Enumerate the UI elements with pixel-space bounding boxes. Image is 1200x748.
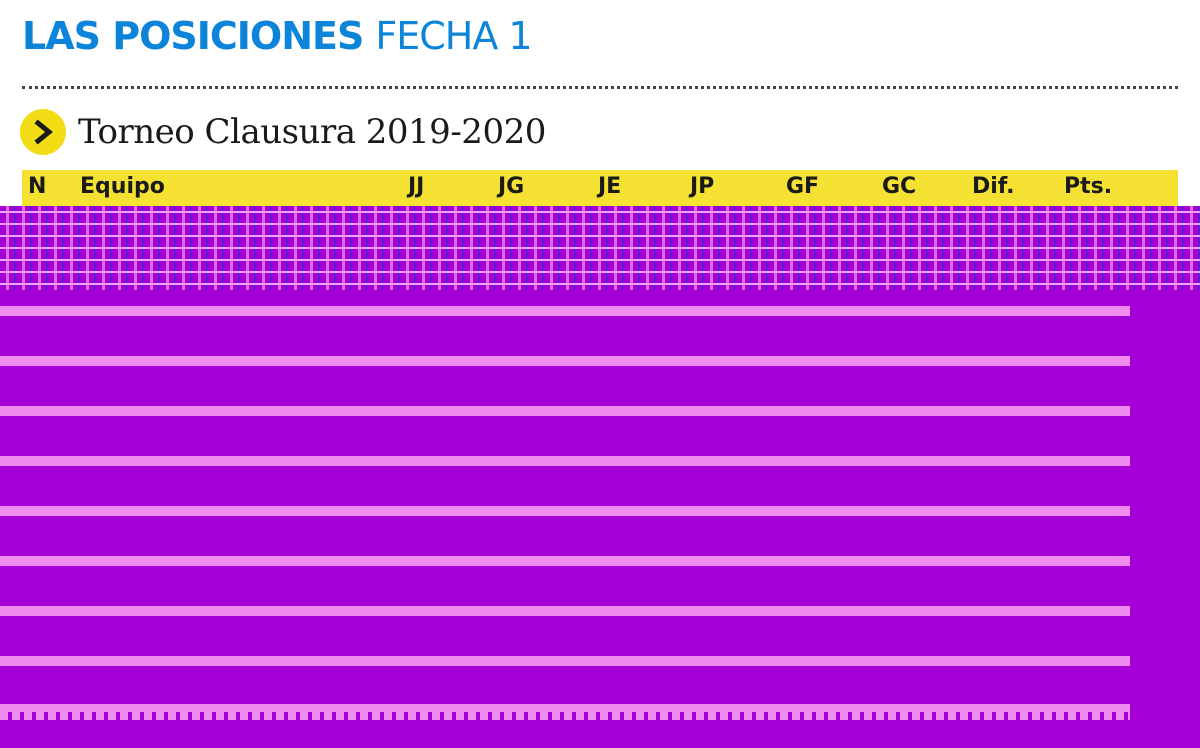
row-separator bbox=[0, 456, 1130, 466]
column-header-dif: Dif. bbox=[972, 174, 1015, 199]
table-row bbox=[0, 566, 1130, 608]
page-subtitle: FECHA 1 bbox=[375, 14, 532, 58]
column-header-je: JE bbox=[598, 174, 622, 199]
row-separator bbox=[0, 556, 1130, 566]
row-separator bbox=[0, 356, 1130, 366]
right-edge-block bbox=[1130, 290, 1200, 748]
tournament-heading: Torneo Clausura 2019-2020 bbox=[20, 108, 546, 156]
bottom-noise-strip bbox=[0, 712, 1130, 720]
dotted-divider bbox=[22, 86, 1178, 89]
row-separator bbox=[0, 306, 1130, 316]
row-separator bbox=[0, 656, 1130, 666]
column-header-jj: JJ bbox=[408, 174, 425, 199]
row-separator bbox=[0, 704, 1130, 714]
corrupted-noise-lines bbox=[0, 206, 1200, 290]
table-row bbox=[0, 616, 1130, 658]
column-header-jg: JG bbox=[498, 174, 525, 199]
standings-table: N Equipo JJ JG JE JP GF GC Dif. Pts. bbox=[22, 170, 1178, 206]
table-row bbox=[0, 466, 1130, 508]
table-row bbox=[0, 516, 1130, 558]
table-header-row: N Equipo JJ JG JE JP GF GC Dif. Pts. bbox=[22, 170, 1178, 206]
tournament-name: Torneo Clausura 2019-2020 bbox=[78, 112, 546, 152]
table-row bbox=[0, 666, 1130, 708]
standings-header: LAS POSICIONES FECHA 1 bbox=[22, 14, 533, 62]
column-header-n: N bbox=[28, 174, 47, 199]
column-header-jp: JP bbox=[690, 174, 715, 199]
table-row bbox=[0, 366, 1130, 408]
column-header-equipo: Equipo bbox=[80, 174, 165, 199]
column-header-gf: GF bbox=[786, 174, 820, 199]
row-separator bbox=[0, 506, 1130, 516]
table-row bbox=[0, 316, 1130, 358]
chevron-right-icon bbox=[20, 109, 66, 155]
table-row bbox=[0, 416, 1130, 458]
row-separator bbox=[0, 606, 1130, 616]
column-header-pts: Pts. bbox=[1064, 174, 1113, 199]
page-title: LAS POSICIONES bbox=[22, 14, 364, 58]
column-header-gc: GC bbox=[882, 174, 917, 199]
row-separator bbox=[0, 406, 1130, 416]
